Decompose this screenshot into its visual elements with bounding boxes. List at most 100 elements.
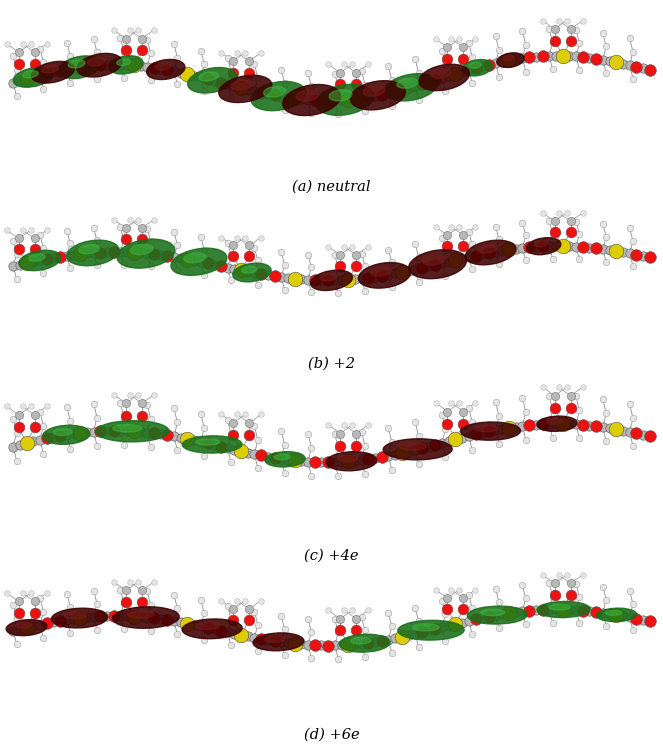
Point xyxy=(95,610,105,622)
Point xyxy=(133,388,143,400)
Point xyxy=(544,240,554,252)
Point xyxy=(142,61,152,73)
Point xyxy=(550,589,560,600)
Point xyxy=(383,422,394,434)
Point xyxy=(470,33,481,45)
Point xyxy=(29,421,40,433)
Point xyxy=(13,607,24,619)
Point xyxy=(437,45,448,57)
Point xyxy=(142,586,152,597)
Point xyxy=(517,606,528,618)
Point xyxy=(279,104,290,116)
Point xyxy=(413,251,424,263)
Point xyxy=(601,407,611,419)
Point xyxy=(310,639,320,651)
Point xyxy=(95,425,105,437)
Point xyxy=(75,248,86,260)
Ellipse shape xyxy=(184,253,206,263)
Point xyxy=(172,79,183,91)
Point xyxy=(316,456,327,468)
Point xyxy=(494,410,505,422)
Point xyxy=(65,50,76,62)
Point xyxy=(119,597,129,609)
Point xyxy=(269,89,280,101)
Point xyxy=(387,620,397,632)
Point xyxy=(416,626,427,638)
Point xyxy=(547,432,558,443)
Point xyxy=(330,640,340,652)
Point xyxy=(182,68,193,80)
Point xyxy=(458,53,469,65)
Point xyxy=(383,450,394,462)
Point xyxy=(601,594,611,606)
Point xyxy=(122,246,133,258)
Point xyxy=(244,417,255,429)
Point xyxy=(222,237,233,248)
Point xyxy=(347,604,357,616)
Point xyxy=(638,250,648,262)
Point xyxy=(135,60,146,72)
Point xyxy=(189,70,200,82)
Point xyxy=(149,427,159,439)
Point xyxy=(115,397,126,408)
Point xyxy=(437,409,448,421)
Point xyxy=(520,229,531,241)
Text: (d) +6e: (d) +6e xyxy=(304,728,359,742)
Point xyxy=(343,274,353,286)
Point xyxy=(577,51,588,63)
Point xyxy=(591,243,601,254)
Point xyxy=(566,402,576,414)
Point xyxy=(370,636,381,648)
Point xyxy=(351,67,361,79)
Point xyxy=(176,66,186,78)
Point xyxy=(333,81,343,93)
Point xyxy=(591,420,601,432)
Point xyxy=(347,419,357,431)
Point xyxy=(232,594,243,606)
Point xyxy=(199,244,210,256)
Point xyxy=(41,587,52,599)
Point xyxy=(628,624,638,636)
Point xyxy=(225,639,236,651)
Point xyxy=(463,403,474,414)
Point xyxy=(336,274,347,286)
Point xyxy=(142,223,152,235)
Point xyxy=(129,426,139,437)
Point xyxy=(574,405,585,417)
Point xyxy=(121,45,131,57)
Point xyxy=(303,94,314,106)
Point xyxy=(566,589,576,600)
Point xyxy=(463,615,474,627)
Point xyxy=(544,603,554,615)
Point xyxy=(377,270,387,282)
Point xyxy=(253,462,263,474)
Point xyxy=(403,446,414,458)
Point xyxy=(263,88,273,100)
Point xyxy=(547,591,558,603)
Point xyxy=(137,45,147,57)
Point xyxy=(232,231,243,243)
Point xyxy=(169,226,180,238)
Point xyxy=(335,260,345,272)
Ellipse shape xyxy=(64,612,87,619)
Point xyxy=(169,65,180,77)
Point xyxy=(558,50,568,62)
Point xyxy=(176,432,186,443)
Point xyxy=(410,444,420,456)
Point xyxy=(125,388,135,400)
Point xyxy=(335,248,345,260)
Point xyxy=(215,260,226,272)
Point xyxy=(483,59,494,71)
Point xyxy=(604,423,615,434)
Point xyxy=(88,585,99,597)
Ellipse shape xyxy=(196,439,219,445)
Point xyxy=(101,610,112,622)
Point xyxy=(363,272,374,283)
Point xyxy=(497,609,508,620)
Point xyxy=(256,86,267,98)
Point xyxy=(387,74,397,86)
Point xyxy=(34,434,45,446)
Point xyxy=(125,25,135,36)
Point xyxy=(601,256,611,268)
Point xyxy=(564,50,575,62)
